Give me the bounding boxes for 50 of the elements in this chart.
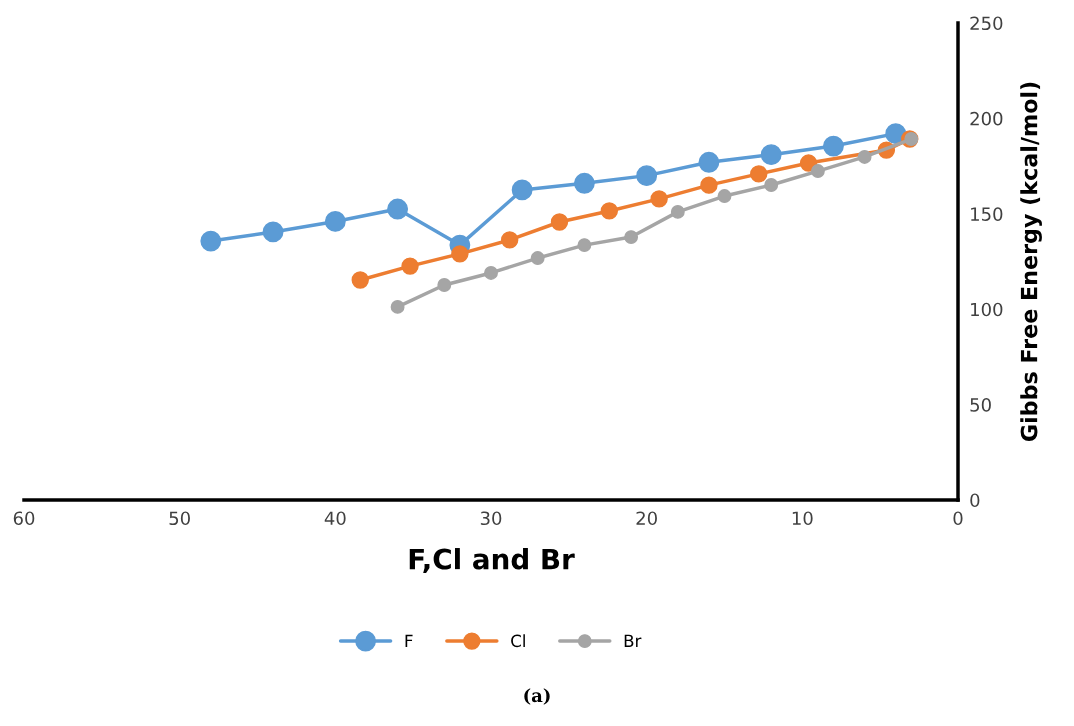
point bbox=[717, 189, 732, 204]
y-tick-label: 250 bbox=[970, 16, 1003, 31]
point bbox=[401, 257, 419, 275]
y-tick-label: 200 bbox=[970, 111, 1003, 126]
point bbox=[760, 144, 782, 166]
point bbox=[670, 204, 685, 219]
point bbox=[351, 271, 369, 289]
point bbox=[200, 230, 222, 252]
point bbox=[451, 245, 469, 263]
point bbox=[437, 278, 452, 292]
x-tick-label: 20 bbox=[636, 511, 657, 526]
y-tick-label: 0 bbox=[970, 493, 980, 508]
point bbox=[550, 213, 569, 231]
point bbox=[624, 230, 639, 245]
legend-label: Br bbox=[624, 634, 642, 647]
point bbox=[700, 176, 718, 194]
x-tick-label: 0 bbox=[953, 511, 963, 526]
point bbox=[387, 198, 409, 220]
point bbox=[324, 211, 346, 232]
x-tick-label: 60 bbox=[13, 511, 35, 526]
point bbox=[650, 190, 668, 208]
text: (a) bbox=[524, 688, 550, 705]
y-tick-label: 100 bbox=[971, 302, 1003, 317]
legend-label: Cl bbox=[511, 634, 525, 648]
point bbox=[600, 202, 618, 220]
point bbox=[764, 178, 779, 192]
y-axis-title: Gibbs Free Energy (kcal/mol) bbox=[1020, 82, 1042, 442]
point bbox=[698, 151, 720, 173]
point bbox=[390, 299, 405, 314]
x-tick-label: 30 bbox=[480, 511, 502, 526]
point bbox=[484, 266, 498, 280]
point bbox=[823, 135, 844, 157]
point bbox=[511, 179, 533, 201]
point bbox=[810, 164, 825, 179]
y-tick-label: 150 bbox=[971, 207, 1003, 221]
point bbox=[500, 231, 519, 249]
x-axis-title: F,Cl and Br bbox=[409, 548, 575, 574]
point bbox=[799, 154, 818, 172]
point bbox=[857, 149, 872, 164]
x-tick-label: 10 bbox=[792, 511, 813, 526]
point bbox=[573, 172, 595, 194]
legend-label: F bbox=[405, 634, 413, 647]
x-tick-label: 40 bbox=[324, 511, 346, 526]
y-tick-label: 50 bbox=[970, 398, 991, 412]
point bbox=[636, 165, 658, 187]
point bbox=[530, 251, 545, 266]
point bbox=[577, 238, 592, 253]
point bbox=[262, 221, 284, 243]
x-tick-label: 50 bbox=[169, 511, 190, 526]
point bbox=[750, 165, 768, 183]
